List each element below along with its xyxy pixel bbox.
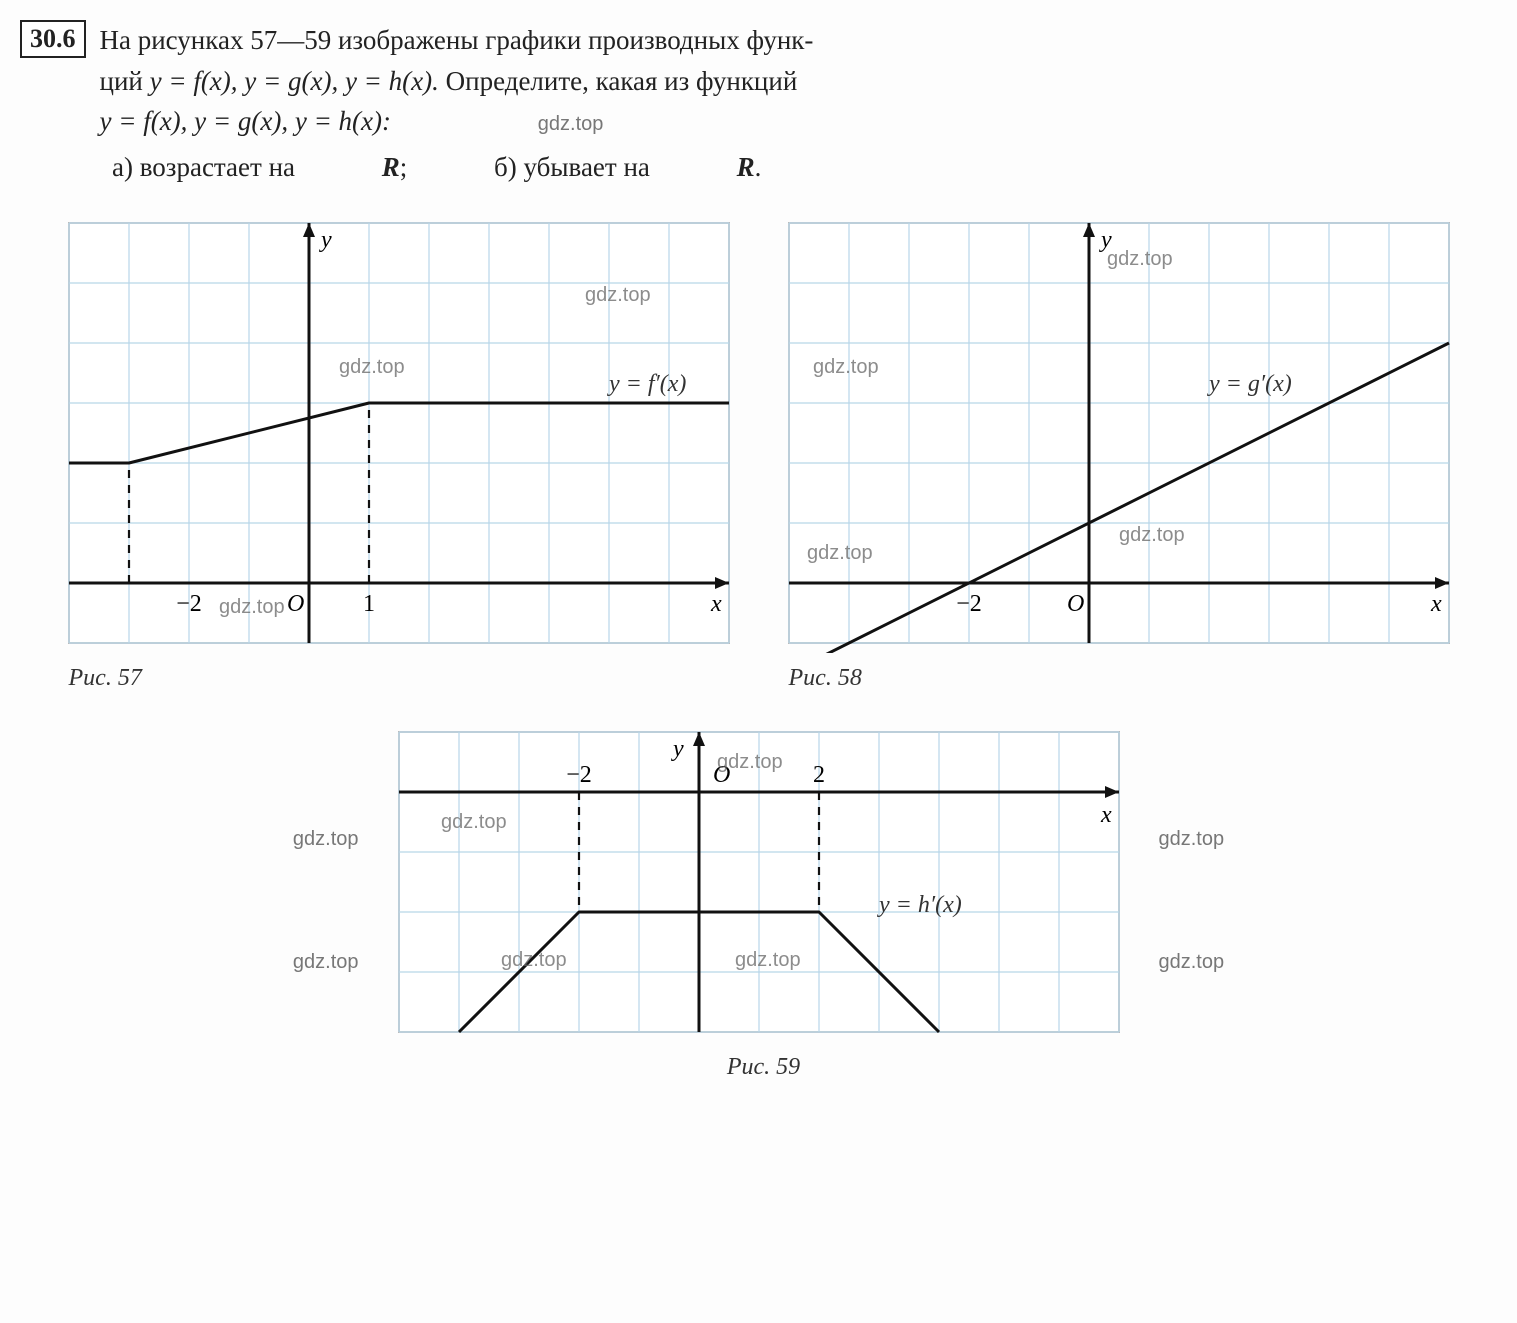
part-a-text: а) возрастает на [112,152,302,182]
wm-center: gdz.top [538,113,604,135]
wm-outer-l2: gdz.top [293,951,359,974]
svg-text:gdz.top: gdz.top [585,284,651,306]
svg-text:y = f′(x): y = f′(x) [607,371,686,397]
problem-number: 30.6 [20,20,86,58]
func-list-line: y = f(x), y = g(x), y = h(x): [100,106,392,136]
svg-text:y: y [319,227,332,253]
svg-text:O: O [287,591,304,617]
wm-outer-r2: gdz.top [1159,951,1225,974]
problem-header: 30.6 На рисунках 57—59 изображены график… [20,20,1497,142]
part-a: а) возрастает на R; [112,152,414,182]
figure-57: −2 1 Ox y y = f′(x) gdz.top gdz.top gdz.top Рис… [59,213,739,692]
svg-text:x: x [710,591,722,617]
text-line-2b: Определите, какая из функций [446,66,798,96]
svg-text:−2: −2 [566,762,592,788]
set-R-a: R [382,152,400,182]
svg-text:x: x [1100,802,1112,828]
figure-59: −22Oxyy = h′(x)gdz.topgdz.topgdz.topgdz.… [389,722,1129,1081]
svg-text:y = g′(x): y = g′(x) [1207,371,1292,397]
svg-text:gdz.top: gdz.top [735,949,801,971]
wm-outer-r1: gdz.top [1159,828,1225,851]
svg-text:gdz.top: gdz.top [219,596,285,618]
figure-58: −2Oxyy = g′(x)gdz.topgdz.topgdz.topgdz.t… [779,213,1459,692]
svg-text:x: x [1430,591,1442,617]
text-line-2a: ций [100,66,150,96]
svg-text:gdz.top: gdz.top [813,356,879,378]
svg-text:gdz.top: gdz.top [1107,248,1173,270]
svg-text:gdz.top: gdz.top [441,811,507,833]
svg-text:gdz.top: gdz.top [501,949,567,971]
svg-text:gdz.top: gdz.top [807,542,873,564]
svg-text:y: y [671,736,684,762]
plot-58: −2Oxyy = g′(x)gdz.topgdz.topgdz.topgdz.t… [779,213,1459,653]
caption-58: Рис. 58 [789,665,862,692]
problem-parts: а) возрастает на R; б) убывает на R. [112,152,1497,183]
outer-wm-right: gdz.top gdz.top [1159,828,1225,974]
func-list-inline: y = f(x), y = g(x), y = h(x). [150,66,439,96]
svg-text:gdz.top: gdz.top [717,751,783,773]
svg-text:y = h′(x): y = h′(x) [877,892,962,918]
outer-wm-left: gdz.top gdz.top [293,828,359,974]
part-b-text: б) убывает на [494,152,657,182]
plot-57: −2 1 Ox y y = f′(x) gdz.top gdz.top gdz.top [59,213,739,653]
figure-row-top: −2 1 Ox y y = f′(x) gdz.top gdz.top gdz.top Рис… [20,213,1497,692]
svg-text:1: 1 [363,591,375,617]
wm-outer-l1: gdz.top [293,828,359,851]
caption-59: Рис. 59 [727,1054,800,1081]
svg-text:−2: −2 [956,591,982,617]
figure-row-bottom: gdz.top gdz.top −22Oxyy = h′(x)gdz.topgd… [20,722,1497,1081]
text-line-1: На рисунках 57—59 изображены графики про… [100,25,814,55]
svg-text:gdz.top: gdz.top [339,356,405,378]
svg-text:O: O [1067,591,1084,617]
svg-text:−2: −2 [176,591,202,617]
set-R-b: R [737,152,755,182]
part-b: б) убывает на R. [494,152,761,182]
svg-text:gdz.top: gdz.top [1119,524,1185,546]
svg-text:2: 2 [813,762,825,788]
page: 30.6 На рисунках 57—59 изображены график… [20,20,1497,1081]
caption-57: Рис. 57 [69,665,142,692]
plot-59: −22Oxyy = h′(x)gdz.topgdz.topgdz.topgdz.… [389,722,1129,1042]
problem-statement: На рисунках 57—59 изображены графики про… [100,20,814,142]
